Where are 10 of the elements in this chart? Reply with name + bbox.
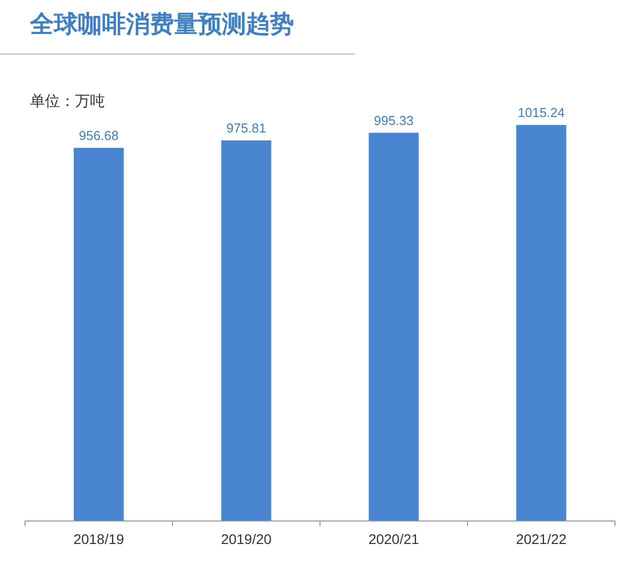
title: 全球咖啡消费量预测趋势 [30,12,294,38]
data-label: 1015.24 [518,105,565,120]
data-label: 956.68 [78,128,119,143]
x-tick-label: 2020/21 [368,531,420,547]
x-tick-label: 2019/20 [220,531,272,547]
x-tick-label: 2021/22 [516,531,567,547]
data-label: 995.33 [374,112,414,128]
subtitle: 单位：万吨 [30,93,105,110]
x-tick-label: 2018/19 [73,531,124,547]
data-label: 975.81 [226,120,266,136]
